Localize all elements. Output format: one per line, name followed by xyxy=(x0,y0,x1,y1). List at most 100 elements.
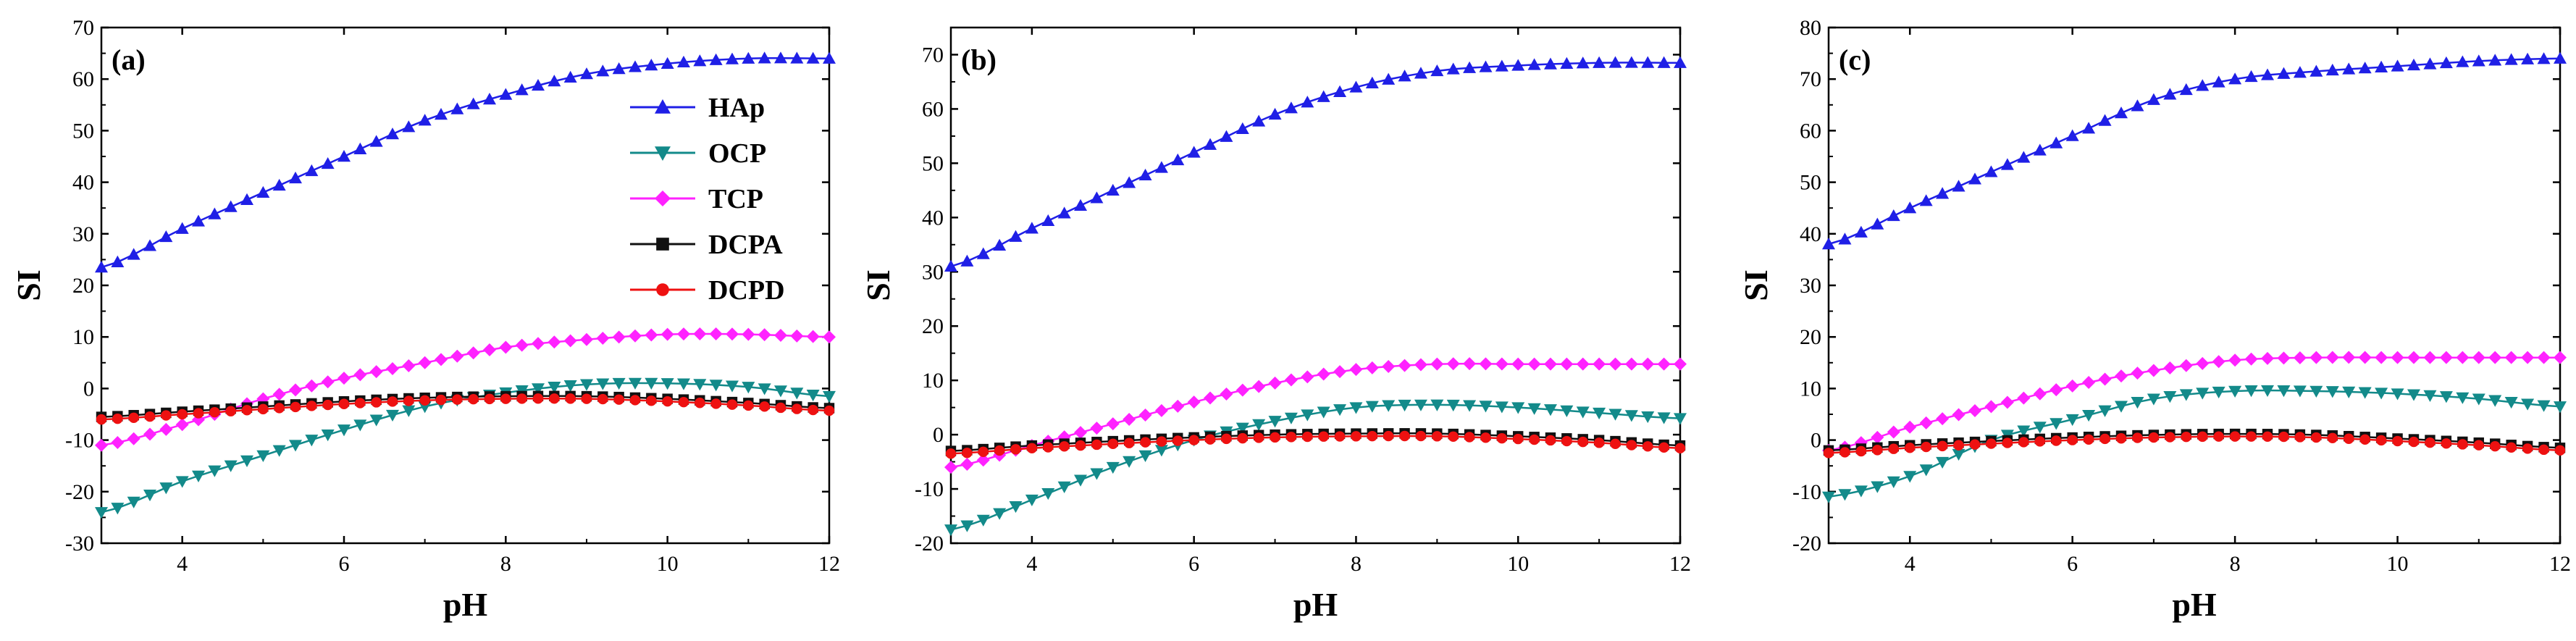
y-tick-label: 0 xyxy=(83,377,94,401)
x-axis-title: pH xyxy=(2172,586,2217,623)
data-point xyxy=(2277,67,2291,79)
data-point xyxy=(1838,232,1852,245)
data-point xyxy=(1479,357,1493,371)
data-point xyxy=(1123,413,1136,427)
data-point xyxy=(2017,391,2031,405)
data-point xyxy=(1301,370,1314,384)
data-point xyxy=(1952,448,1965,461)
data-point xyxy=(128,412,139,423)
data-point xyxy=(241,405,253,416)
data-point xyxy=(1187,395,1201,409)
data-point xyxy=(1446,399,1460,412)
data-point xyxy=(95,507,108,519)
data-point xyxy=(2375,351,2388,364)
data-point xyxy=(305,435,319,447)
data-point xyxy=(2522,443,2533,454)
data-point xyxy=(596,378,610,390)
data-point xyxy=(1172,435,1183,446)
data-point xyxy=(612,377,626,390)
data-point xyxy=(2309,351,2323,364)
x-tick-label: 6 xyxy=(339,552,350,576)
data-point xyxy=(2067,435,2078,445)
y-tick-label: 40 xyxy=(922,206,944,230)
data-point xyxy=(1430,357,1444,371)
data-point xyxy=(1871,430,1884,444)
data-point xyxy=(224,460,238,472)
x-tick-label: 10 xyxy=(657,552,679,576)
data-point xyxy=(2554,51,2567,64)
data-point xyxy=(306,401,317,411)
data-point xyxy=(1154,403,1168,417)
data-point xyxy=(1333,365,1347,379)
data-point xyxy=(1576,56,1590,69)
data-point xyxy=(2456,392,2470,404)
data-point xyxy=(240,193,253,205)
data-point xyxy=(629,395,641,406)
data-point xyxy=(823,405,835,416)
data-point xyxy=(1025,222,1039,234)
data-point xyxy=(1545,435,1556,446)
data-point xyxy=(369,365,383,379)
data-point xyxy=(321,156,335,169)
data-point xyxy=(677,55,690,68)
data-point xyxy=(993,508,1007,520)
data-point xyxy=(127,432,140,445)
data-point xyxy=(1919,464,1933,477)
series-line xyxy=(101,395,830,418)
y-tick-label: 50 xyxy=(72,119,94,143)
data-point xyxy=(1317,90,1330,102)
data-point xyxy=(1107,438,1118,450)
data-point xyxy=(127,248,140,260)
data-point xyxy=(743,400,754,411)
data-point xyxy=(2375,435,2387,446)
data-point xyxy=(418,114,432,126)
data-point xyxy=(775,402,786,414)
chart-panel-b: -20 -10 0 10 20 30 40 50 60 70 4 6 8 10 12 pH SI (b) xyxy=(860,26,1691,623)
data-point xyxy=(742,327,755,341)
x-tick-label: 8 xyxy=(500,552,511,576)
data-point xyxy=(127,496,140,508)
data-point xyxy=(597,393,608,405)
data-point xyxy=(1446,357,1460,371)
data-point xyxy=(193,408,204,419)
data-point xyxy=(806,390,820,402)
data-point xyxy=(532,383,545,395)
data-point xyxy=(976,453,990,467)
data-point xyxy=(742,382,755,394)
data-point xyxy=(2391,59,2404,72)
data-point xyxy=(402,359,416,372)
series-line xyxy=(101,332,830,446)
data-point xyxy=(386,409,399,422)
data-point xyxy=(1074,426,1088,440)
data-point xyxy=(790,387,804,400)
data-point xyxy=(1953,440,1964,451)
data-point xyxy=(2212,355,2225,369)
data-point xyxy=(1448,431,1459,443)
data-point xyxy=(2000,395,2014,409)
data-point xyxy=(807,404,818,416)
data-point xyxy=(2538,444,2549,456)
data-point xyxy=(960,520,974,532)
data-point xyxy=(2392,435,2403,447)
data-point xyxy=(1871,481,1884,493)
data-point xyxy=(660,378,674,390)
y-tick-label: 70 xyxy=(72,16,94,40)
data-point xyxy=(2082,409,2096,422)
data-point xyxy=(1936,187,1950,199)
data-point xyxy=(2277,385,2291,398)
x-tick-label: 10 xyxy=(1507,552,1529,576)
data-point xyxy=(677,378,690,390)
data-point xyxy=(2196,387,2210,400)
data-point xyxy=(726,52,739,64)
data-point xyxy=(1887,425,1900,439)
y-tick-label: 10 xyxy=(72,325,94,349)
data-point xyxy=(192,470,205,482)
data-point xyxy=(484,393,495,405)
x-tick-label: 12 xyxy=(818,552,840,576)
x-axis-title: pH xyxy=(1293,586,1338,623)
data-point xyxy=(2212,386,2225,399)
data-point xyxy=(944,259,957,272)
data-point xyxy=(1921,441,1931,453)
data-point xyxy=(2147,364,2160,377)
data-point xyxy=(563,380,577,393)
